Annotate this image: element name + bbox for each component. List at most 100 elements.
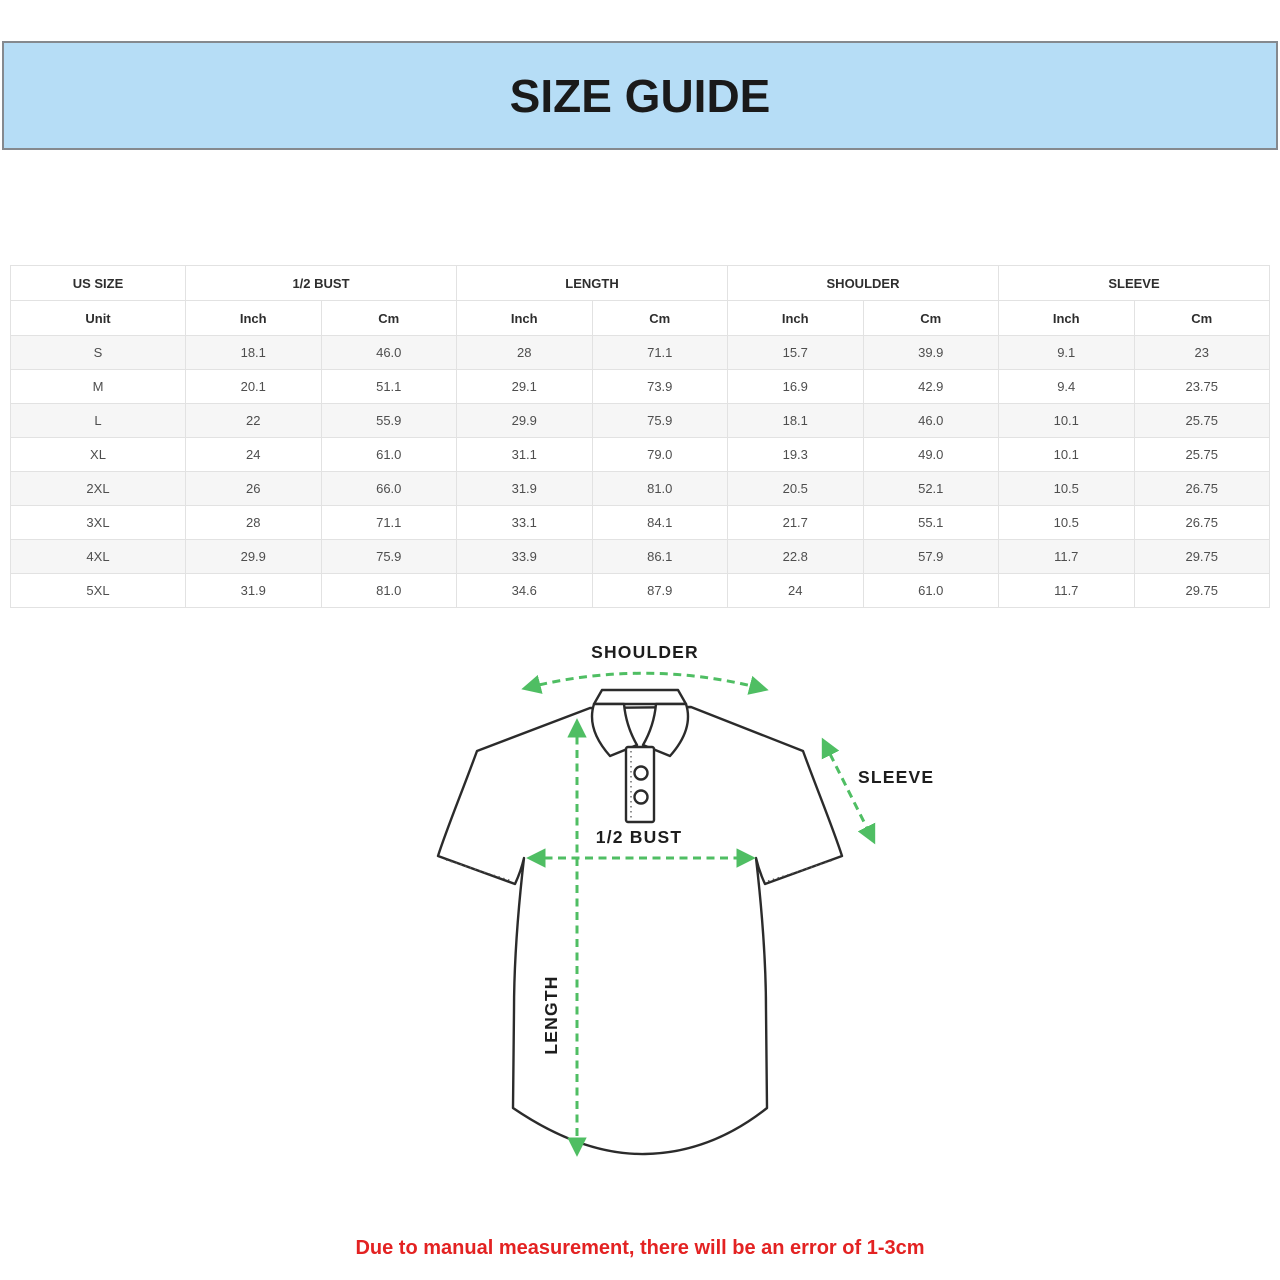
table-body: S 18.1 46.0 28 71.1 15.7 39.9 9.1 23 M 20.1 51.1 29.… <box>10 335 1270 608</box>
value-cell: 61.0 <box>320 437 457 472</box>
unit-header-cell: Inch <box>998 300 1135 336</box>
polo-shirt-illustration: SHOULDER SLEEVE 1/2 BUST LENGTH <box>436 642 934 1157</box>
value-cell: 71.1 <box>320 505 457 540</box>
value-cell: 55.1 <box>862 505 999 540</box>
value-cell: 39.9 <box>862 335 999 370</box>
value-cell: 25.75 <box>1133 437 1270 472</box>
table-row: S 18.1 46.0 28 71.1 15.7 39.9 9.1 23 <box>10 335 1270 370</box>
unit-header-cell: Inch <box>185 300 322 336</box>
value-cell: 33.1 <box>456 505 593 540</box>
length-label: LENGTH <box>541 975 561 1054</box>
value-cell: 26.75 <box>1133 471 1270 506</box>
value-cell: 46.0 <box>320 335 457 370</box>
value-cell: 84.1 <box>591 505 728 540</box>
value-cell: 29.1 <box>456 369 593 404</box>
column-group-header: 1/2 BUST <box>185 265 457 301</box>
value-cell: 75.9 <box>320 539 457 574</box>
collar-left-wing <box>590 702 639 758</box>
size-guide-banner: SIZE GUIDE <box>2 41 1278 150</box>
value-cell: 73.9 <box>591 369 728 404</box>
value-cell: 19.3 <box>727 437 864 472</box>
value-cell: 57.9 <box>862 539 999 574</box>
value-cell: 52.1 <box>862 471 999 506</box>
value-cell: 28 <box>185 505 322 540</box>
value-cell: 79.0 <box>591 437 728 472</box>
value-cell: 55.9 <box>320 403 457 438</box>
value-cell: 25.75 <box>1133 403 1270 438</box>
value-cell: 11.7 <box>998 573 1135 608</box>
shoulder-arrow <box>521 671 769 695</box>
unit-header-cell: Cm <box>591 300 728 336</box>
value-cell: 29.75 <box>1133 573 1270 608</box>
value-cell: 24 <box>727 573 864 608</box>
value-cell: 18.1 <box>727 403 864 438</box>
value-cell: 26 <box>185 471 322 506</box>
table-row: L 22 55.9 29.9 75.9 18.1 46.0 10.1 25.75 <box>10 403 1270 438</box>
size-cell: XL <box>10 437 186 472</box>
value-cell: 20.5 <box>727 471 864 506</box>
column-group-header: SHOULDER <box>727 265 999 301</box>
value-cell: 71.1 <box>591 335 728 370</box>
table-row: XL 24 61.0 31.1 79.0 19.3 49.0 10.1 25.75 <box>10 437 1270 472</box>
value-cell: 20.1 <box>185 369 322 404</box>
size-cell: 2XL <box>10 471 186 506</box>
table-group-row: US SIZE 1/2 BUST LENGTH SHOULDER SLEEVE <box>10 265 1270 301</box>
value-cell: 10.1 <box>998 403 1135 438</box>
column-group-header: SLEEVE <box>998 265 1270 301</box>
value-cell: 21.7 <box>727 505 864 540</box>
value-cell: 15.7 <box>727 335 864 370</box>
value-cell: 22 <box>185 403 322 438</box>
size-table: US SIZE 1/2 BUST LENGTH SHOULDER SLEEVE Unit… <box>10 265 1270 608</box>
shirt-body-outline <box>436 705 844 1156</box>
size-cell: 4XL <box>10 539 186 574</box>
button-bottom <box>633 789 649 805</box>
sleeve-arrow <box>821 737 876 845</box>
size-cell: L <box>10 403 186 438</box>
value-cell: 23.75 <box>1133 369 1270 404</box>
bust-label: 1/2 BUST <box>596 827 682 847</box>
size-cell: S <box>10 335 186 370</box>
column-group-header: US SIZE <box>10 265 186 301</box>
value-cell: 22.8 <box>727 539 864 574</box>
value-cell: 34.6 <box>456 573 593 608</box>
value-cell: 10.5 <box>998 505 1135 540</box>
sleeve-label: SLEEVE <box>858 767 934 787</box>
value-cell: 10.1 <box>998 437 1135 472</box>
value-cell: 29.9 <box>185 539 322 574</box>
button-top <box>633 765 649 781</box>
shoulder-label: SHOULDER <box>591 642 699 662</box>
value-cell: 81.0 <box>320 573 457 608</box>
value-cell: 18.1 <box>185 335 322 370</box>
button-placket <box>624 745 656 824</box>
value-cell: 9.1 <box>998 335 1135 370</box>
value-cell: 81.0 <box>591 471 728 506</box>
value-cell: 26.75 <box>1133 505 1270 540</box>
size-cell: 5XL <box>10 573 186 608</box>
size-cell: 3XL <box>10 505 186 540</box>
shirt-diagram: SHOULDER SLEEVE 1/2 BUST LENGTH <box>420 630 940 1200</box>
value-cell: 23 <box>1133 335 1270 370</box>
unit-header-cell: Unit <box>10 300 186 336</box>
value-cell: 66.0 <box>320 471 457 506</box>
value-cell: 28 <box>456 335 593 370</box>
page-title: SIZE GUIDE <box>509 69 771 122</box>
value-cell: 24 <box>185 437 322 472</box>
unit-header-cell: Cm <box>862 300 999 336</box>
value-cell: 49.0 <box>862 437 999 472</box>
table-unit-row: Unit Inch Cm Inch Cm Inch Cm Inch Cm <box>10 300 1270 336</box>
value-cell: 10.5 <box>998 471 1135 506</box>
value-cell: 29.75 <box>1133 539 1270 574</box>
value-cell: 33.9 <box>456 539 593 574</box>
unit-header-cell: Cm <box>320 300 457 336</box>
value-cell: 29.9 <box>456 403 593 438</box>
table-row: M 20.1 51.1 29.1 73.9 16.9 42.9 9.4 23.75 <box>10 369 1270 404</box>
value-cell: 86.1 <box>591 539 728 574</box>
collar-right-wing <box>641 702 690 758</box>
value-cell: 9.4 <box>998 369 1135 404</box>
measurement-note: Due to manual measurement, there will be… <box>355 1237 925 1259</box>
value-cell: 31.1 <box>456 437 593 472</box>
value-cell: 46.0 <box>862 403 999 438</box>
value-cell: 42.9 <box>862 369 999 404</box>
value-cell: 75.9 <box>591 403 728 438</box>
value-cell: 11.7 <box>998 539 1135 574</box>
